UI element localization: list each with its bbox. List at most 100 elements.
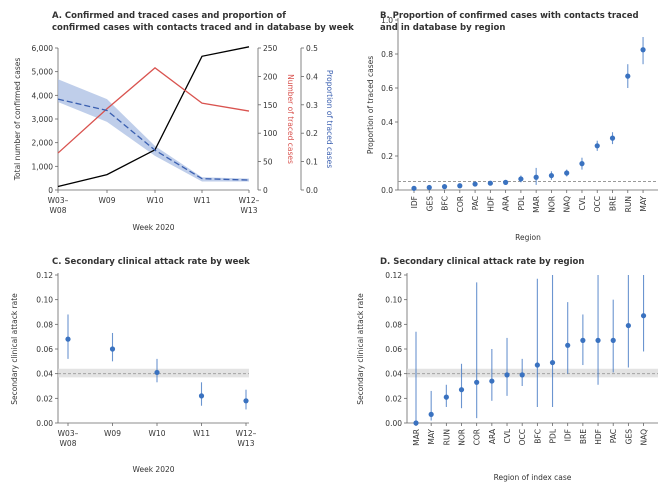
panel-b-point [426, 184, 432, 191]
panel-a-right1-tick-label: 0 [263, 186, 268, 195]
panel-c-y-tick-label: 0.02 [36, 394, 53, 403]
panel-d-point [474, 379, 480, 385]
panel-d-point [549, 359, 556, 366]
panel-b-x-tick-label: COR [456, 196, 465, 212]
panel-c-x-tick-label: W09 [104, 429, 121, 438]
panel-a-right2-axis-label: Proportion of traced cases [325, 70, 334, 168]
panel-a-right1-tick-label: 100 [263, 129, 278, 138]
panel-b-y-tick-label: 0.4 [381, 118, 393, 127]
panel-c-x-tick-label: W08 [60, 439, 77, 448]
panel-a-x-axis-label: Week 2020 [132, 223, 174, 232]
panel-c-title: C. Secondary clinical attack rate by wee… [52, 257, 250, 267]
panel-b-x-tick-label: BFC [441, 196, 450, 211]
panel-c-y-axis-label: Secondary clinical attack rate [10, 293, 19, 405]
panel-b-x-tick-label: NAQ [563, 196, 572, 213]
panel-d-point [504, 372, 510, 378]
panel-b-y-axis-label: Proportion of traced cases [366, 56, 375, 154]
panel-b-x-tick-label: MAY [639, 196, 648, 212]
panel-b-x-tick-label: OCC [593, 196, 602, 212]
panel-b-x-tick-label: CVL [578, 195, 587, 210]
panel-a-left-tick-label: 4,000 [32, 91, 54, 100]
panel-b-point [609, 135, 616, 141]
panel-d-y-tick-label: 0.04 [385, 370, 402, 379]
panel-b-point [472, 181, 478, 187]
panel-a-title: A. Confirmed and traced cases and propor… [52, 11, 286, 21]
panel-b-point [503, 179, 509, 185]
panel-b-point [411, 185, 417, 191]
panel-b-x-tick-label: BRE [609, 196, 618, 211]
panel-c-x-tick-label: W03– [58, 429, 79, 438]
panel-b-y-tick-label: 0.2 [381, 152, 393, 161]
panel-a-right1-tick-label: 150 [263, 101, 278, 110]
panel-a-x-tick-label: W13 [241, 206, 258, 215]
panel-d-point [428, 411, 434, 417]
panel-a-right2-tick-label: 0.3 [306, 101, 318, 110]
panel-b-x-tick-label: PDL [517, 195, 526, 210]
panel-d: D. Secondary clinical attack rate by reg… [356, 257, 658, 482]
panel-a-x-tick-label: W10 [147, 196, 164, 205]
panel-a-right2-tick-label: 0.4 [306, 72, 318, 81]
panel-b-point [579, 161, 585, 167]
panel-a-traced-line [57, 67, 250, 154]
panel-a-x-tick-label: W11 [194, 196, 211, 205]
panel-a: A. Confirmed and traced cases and propor… [13, 11, 354, 232]
panel-b-x-tick-label: NOR [547, 196, 556, 213]
panel-c-point [243, 398, 249, 404]
panel-c-point [109, 346, 116, 352]
panel-d-x-tick-label: PDL [549, 428, 558, 443]
panel-d-point [519, 372, 525, 378]
panel-c-point [154, 369, 160, 376]
panel-b-title: B. Proportion of confirmed cases with co… [380, 11, 639, 21]
panel-a-left-tick-label: 3,000 [32, 115, 54, 124]
panel-d-point [413, 420, 419, 426]
panel-d-point [625, 322, 631, 329]
panel-b-x-tick-label: RUN [624, 196, 633, 212]
panel-d-point [565, 342, 571, 348]
panel-a-right2-tick-label: 0.0 [306, 186, 318, 195]
panel-a-right1-tick-label: 50 [263, 158, 273, 167]
panel-d-x-tick-label: CVL [503, 428, 512, 443]
panel-d-point [595, 337, 601, 343]
panel-b-point [625, 73, 631, 79]
panel-d-y-tick-label: 0.10 [385, 296, 402, 305]
panel-c-y-tick-label: 0.08 [36, 320, 53, 329]
panel-c-x-tick-label: W10 [149, 429, 166, 438]
panel-d-y-tick-label: 0.12 [385, 271, 402, 280]
panel-c-y-tick-label: 0.06 [36, 345, 53, 354]
panel-b-x-tick-label: GES [425, 196, 434, 212]
panel-d-point [458, 387, 465, 393]
panel-d-x-tick-label: IDF [564, 429, 573, 441]
panel-b-y-tick-label: 1.0 [381, 16, 393, 25]
panel-a-left-tick-label: 1,000 [32, 162, 54, 171]
panel-a-x-tick-label: W12– [239, 196, 260, 205]
panel-d-x-tick-label: PAC [609, 429, 618, 443]
panel-a-right1-tick-label: 200 [263, 72, 278, 81]
panel-d-point [534, 362, 540, 368]
panel-d-x-tick-label: MAR [412, 429, 421, 446]
panel-d-point [580, 337, 586, 343]
panel-b-point [487, 180, 493, 186]
panel-c-x-tick-label: W13 [238, 439, 255, 448]
panel-d-x-tick-label: BRE [579, 429, 588, 444]
panel-d-x-tick-label: MAY [427, 429, 436, 445]
panel-a-left-tick-label: 6,000 [32, 44, 54, 53]
panel-d-x-tick-label: BFC [533, 429, 542, 444]
panel-a-proportion-ci-band [58, 79, 249, 182]
panel-d-x-axis-label: Region of index case [494, 473, 572, 482]
panel-a-left-axis-label: Total number of confirmed cases [13, 58, 22, 182]
panel-a-left-tick-label: 2,000 [32, 139, 54, 148]
panel-b-x-tick-label: HDF [486, 196, 495, 212]
panel-c-point [198, 393, 205, 399]
panel-a-x-tick-label: W08 [50, 206, 67, 215]
panel-b-point [594, 143, 600, 149]
panel-b-title: and in database by region [380, 23, 505, 33]
panel-b-point [533, 174, 539, 180]
panel-b-point [564, 170, 570, 176]
panel-a-confirmed-line [57, 46, 250, 188]
panel-d-title: D. Secondary clinical attack rate by reg… [380, 257, 584, 267]
panel-c-x-axis-label: Week 2020 [132, 465, 174, 474]
panel-c-y-tick-label: 0.12 [36, 271, 53, 280]
panel-d-x-tick-label: NAQ [640, 429, 649, 446]
panel-c-y-tick-label: 0.10 [36, 296, 53, 305]
